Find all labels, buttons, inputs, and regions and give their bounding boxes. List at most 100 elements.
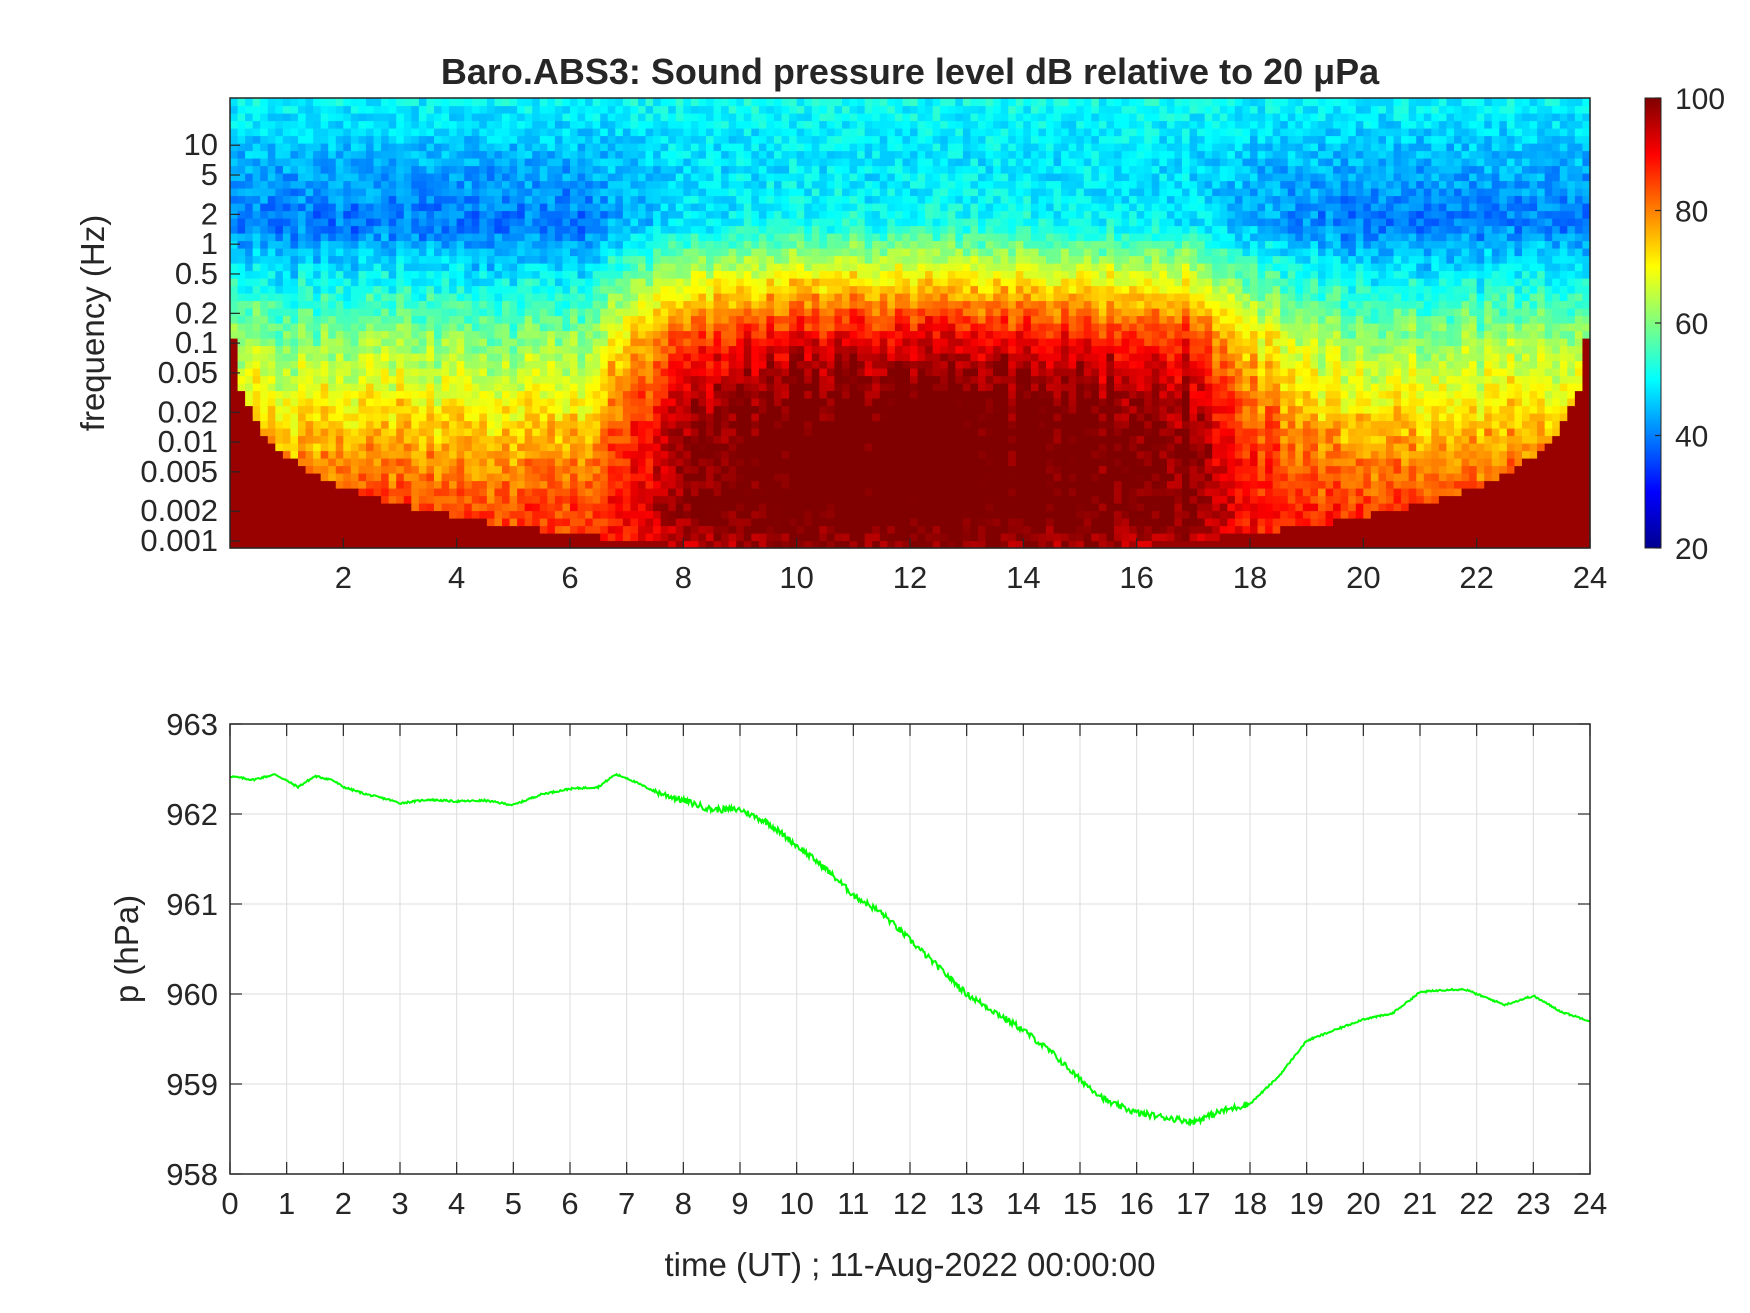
spectrogram-cell (645, 323, 654, 332)
spectrogram-cell (373, 135, 382, 144)
spectrogram-cell (706, 120, 715, 129)
spectrogram-cell (267, 368, 276, 377)
spectrogram-cell (653, 158, 662, 167)
spectrogram-cell (517, 405, 526, 414)
spectrogram-cell (373, 210, 382, 219)
spectrogram-cell (245, 98, 254, 107)
spectrogram-cell (638, 510, 647, 519)
spectrogram-cell (335, 180, 344, 189)
spectrogram-cell (645, 300, 654, 309)
spectrogram-cell (713, 315, 722, 324)
spectrogram-cell (494, 308, 503, 317)
spectrogram-cell (706, 165, 715, 174)
spectrogram-cell (252, 495, 261, 504)
spectrogram-cell (562, 255, 571, 264)
spectrogram-cell (245, 450, 254, 459)
spectrogram-cell (804, 165, 813, 174)
spectrogram-cell (811, 270, 820, 279)
spectrogram-cell (350, 420, 360, 429)
spectrogram-cell (237, 98, 246, 107)
spectrogram-cell (849, 495, 858, 504)
spectrogram-cell (675, 218, 684, 227)
spectrogram-cell (328, 105, 337, 114)
spectrogram-cell (403, 293, 412, 302)
spectrogram-cell (517, 330, 526, 339)
spectrogram-cell (245, 218, 254, 227)
spectrogram-cell (826, 435, 836, 444)
spectrogram-cell (804, 428, 813, 437)
spectrogram-cell (524, 450, 533, 459)
spectrogram-cell (237, 218, 246, 227)
spectrogram-cell (449, 413, 458, 422)
spectrogram-cell (638, 98, 647, 107)
spectrogram-cell (373, 540, 382, 549)
spectrogram-cell (607, 495, 616, 504)
spectrogram-panel: Baro.ABS3: Sound pressure level dB relat… (74, 51, 1607, 595)
spectrogram-cell (449, 473, 458, 482)
spectrogram-cell (396, 330, 405, 339)
spectrogram-cell (577, 308, 586, 317)
spectrogram-cell (804, 435, 813, 444)
spectrogram-cell (577, 173, 586, 182)
spectrogram-cell (539, 248, 548, 257)
spectrogram-cell (494, 278, 503, 287)
spectrogram-cell (373, 233, 382, 242)
spectrogram-cell (230, 533, 239, 542)
spectrogram-cell (267, 435, 276, 444)
spectrogram-cell (282, 473, 292, 482)
spectrogram-cell (305, 270, 314, 279)
spectrogram-cell (486, 210, 496, 219)
spectrogram-cell (524, 188, 533, 197)
spectrogram-cell (683, 278, 692, 287)
spectrogram-cell (668, 345, 677, 354)
spectrogram-cell (721, 143, 730, 152)
spectrogram-cell (683, 533, 692, 542)
spectrogram-cell (842, 113, 851, 122)
spectrogram-cell (834, 150, 843, 159)
spectrogram-cell (456, 135, 465, 144)
spectrogram-cell (751, 353, 760, 362)
spectrogram-cell (789, 300, 798, 309)
spectrogram-cell (706, 360, 715, 369)
spectrogram-cell (267, 233, 276, 242)
spectrogram-cell (494, 113, 503, 122)
spectrogram-cell (418, 263, 428, 272)
spectrogram-cell (426, 263, 435, 272)
spectrogram-cell (789, 165, 798, 174)
spectrogram-cell (743, 225, 752, 234)
spectrogram-cell (479, 450, 488, 459)
spectrogram-cell (252, 345, 261, 354)
spectrogram-cell (313, 315, 322, 324)
spectrogram-cell (554, 323, 564, 332)
spectrogram-cell (834, 203, 843, 212)
spectrogram-cell (358, 270, 367, 279)
spectrogram-cell (819, 375, 828, 384)
spectrogram-cell (660, 375, 669, 384)
spectrogram-cell (615, 263, 624, 272)
spectrogram-cell (411, 323, 420, 332)
spectrogram-cell (615, 330, 624, 339)
spectrogram-cell (721, 158, 730, 167)
spectrogram-cell (298, 450, 307, 459)
spectrogram-cell (434, 195, 443, 204)
spectrogram-cell (796, 503, 805, 512)
spectrogram-cell (252, 473, 261, 482)
spectrogram-cell (774, 255, 783, 264)
spectrogram-cell (826, 353, 836, 362)
spectrogram-cell (313, 285, 322, 294)
spectrogram-cell (728, 135, 737, 144)
spectrogram-cell (728, 443, 737, 452)
spectrogram-cell (532, 518, 541, 527)
spectrogram-cell (796, 173, 805, 182)
spectrogram-cell (290, 308, 299, 317)
spectrogram-cell (252, 308, 261, 317)
spectrogram-cell (645, 518, 654, 527)
spectrogram-cell (426, 480, 435, 489)
spectrogram-cell (328, 120, 337, 129)
spectrogram-cell (486, 398, 496, 407)
spectrogram-cell (434, 158, 443, 167)
spectrogram-cell (570, 195, 579, 204)
spectrogram-cell (622, 135, 632, 144)
spectrogram-cell (358, 368, 367, 377)
spectrogram-cell (434, 143, 443, 152)
